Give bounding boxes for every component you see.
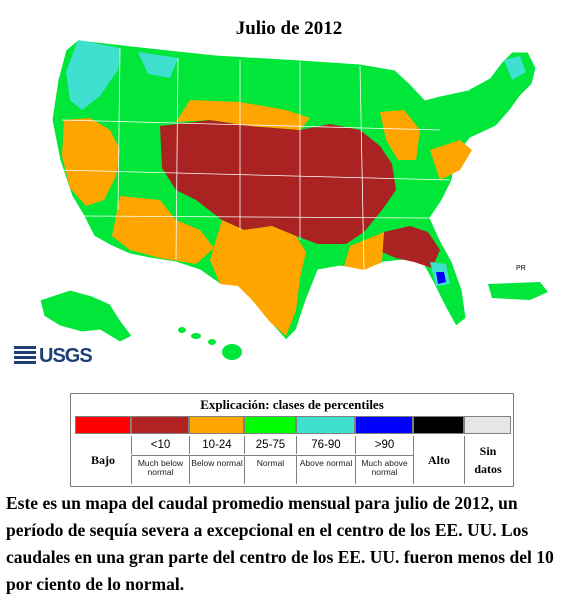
legend-high-label: Alto — [413, 436, 464, 484]
legend-title: Explicación: clases de percentiles — [200, 397, 384, 412]
legend-class-2-range: 10-24 — [189, 436, 244, 454]
legend-class-4-range: 76-90 — [296, 436, 355, 454]
legend-class-3-range: 25-75 — [244, 436, 296, 454]
puerto-rico — [488, 282, 548, 300]
below-normal-plains — [176, 100, 310, 130]
caption: Este es un mapa del caudal promedio mens… — [6, 493, 554, 594]
legend-class-3-desc: Normal — [244, 456, 296, 484]
swatch-above — [296, 416, 355, 434]
legend-class-4-desc: Above normal — [296, 456, 355, 484]
legend-no-data-label: Sin datos — [464, 436, 511, 484]
usgs-logo-text: USGS — [39, 345, 93, 367]
map-title: Julio de 2012 — [235, 18, 343, 39]
legend: Explicación: clases de percentiles Bajo … — [70, 393, 514, 487]
alaska — [39, 289, 133, 343]
legend-class-5-range: >90 — [355, 436, 413, 454]
legend-no-data-text: Sin datos — [474, 444, 502, 476]
below-normal-texas — [210, 220, 306, 336]
swatch-much-below — [131, 416, 189, 434]
legend-class-5-desc: Much above normal — [355, 456, 413, 484]
swatch-much-above — [355, 416, 413, 434]
swatch-below — [189, 416, 244, 434]
legend-divider — [131, 455, 413, 456]
legend-class-1-desc: Much below normal — [131, 456, 189, 484]
below-normal-west — [62, 118, 120, 206]
usgs-wave-icon — [14, 346, 36, 364]
swatch-low — [75, 416, 131, 434]
legend-low-label: Bajo — [91, 453, 115, 467]
much-below-normal-central — [160, 120, 396, 244]
below-normal-great-lakes — [380, 110, 420, 160]
legend-class-2-desc: Below normal — [189, 456, 244, 484]
legend-class-1-range: <10 — [131, 436, 189, 454]
usgs-logo: USGS — [14, 345, 93, 368]
below-normal-northeast — [430, 140, 472, 180]
below-normal-southwest — [112, 196, 214, 264]
above-normal-northwest — [66, 40, 120, 110]
swatch-normal — [244, 416, 296, 434]
much-below-normal-southeast — [382, 226, 440, 268]
much-above-normal-florida — [436, 272, 446, 284]
above-normal-northeast — [504, 56, 526, 80]
streamflow-map: PR — [39, 39, 548, 360]
swatch-no-data — [464, 416, 511, 434]
swatch-high — [413, 416, 464, 434]
pr-label: PR — [516, 265, 526, 272]
hawaii — [178, 327, 242, 360]
state-boundaries — [59, 47, 451, 271]
above-normal-montana — [138, 52, 178, 78]
